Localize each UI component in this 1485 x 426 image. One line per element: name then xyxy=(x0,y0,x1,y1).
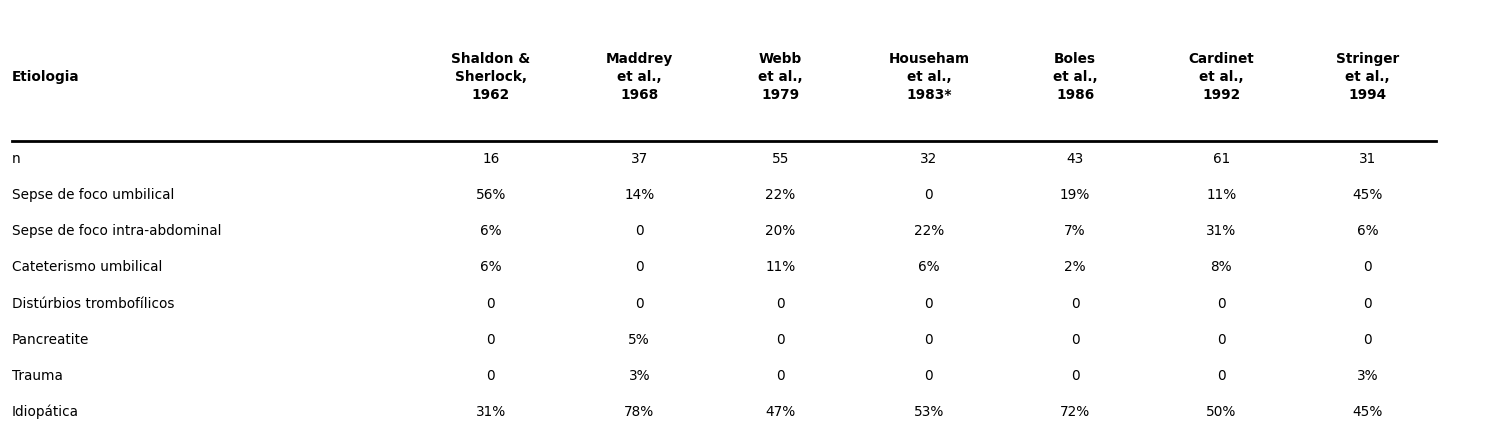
Text: 0: 0 xyxy=(777,333,784,347)
Text: 20%: 20% xyxy=(765,224,796,238)
Text: Boles
et al.,
1986: Boles et al., 1986 xyxy=(1053,52,1097,101)
Text: Househam
et al.,
1983*: Househam et al., 1983* xyxy=(888,52,970,101)
Text: 0: 0 xyxy=(636,296,643,311)
Text: 31%: 31% xyxy=(1206,224,1237,238)
Text: 47%: 47% xyxy=(765,405,796,419)
Text: Cateterismo umbilical: Cateterismo umbilical xyxy=(12,260,162,274)
Text: 6%: 6% xyxy=(480,260,502,274)
Text: 0: 0 xyxy=(487,333,495,347)
Text: Maddrey
et al.,
1968: Maddrey et al., 1968 xyxy=(606,52,673,101)
Text: 19%: 19% xyxy=(1060,188,1090,202)
Text: 14%: 14% xyxy=(624,188,655,202)
Text: 0: 0 xyxy=(925,296,933,311)
Text: 0: 0 xyxy=(1218,296,1225,311)
Text: 0: 0 xyxy=(925,369,933,383)
Text: 0: 0 xyxy=(925,188,933,202)
Text: Distúrbios trombofílicos: Distúrbios trombofílicos xyxy=(12,296,174,311)
Text: Shaldon &
Sherlock,
1962: Shaldon & Sherlock, 1962 xyxy=(451,52,530,101)
Text: 22%: 22% xyxy=(913,224,944,238)
Text: 56%: 56% xyxy=(475,188,506,202)
Text: 0: 0 xyxy=(487,369,495,383)
Text: 8%: 8% xyxy=(1210,260,1233,274)
Text: 37: 37 xyxy=(631,152,647,166)
Text: Sepse de foco umbilical: Sepse de foco umbilical xyxy=(12,188,174,202)
Text: Idiopática: Idiopática xyxy=(12,405,79,420)
Text: 55: 55 xyxy=(772,152,789,166)
Text: 32: 32 xyxy=(921,152,937,166)
Text: 6%: 6% xyxy=(480,224,502,238)
Text: Pancreatite: Pancreatite xyxy=(12,333,89,347)
Text: Etiologia: Etiologia xyxy=(12,70,80,83)
Text: 3%: 3% xyxy=(1357,369,1378,383)
Text: 0: 0 xyxy=(777,369,784,383)
Text: 72%: 72% xyxy=(1060,405,1090,419)
Text: 0: 0 xyxy=(1363,296,1372,311)
Text: n: n xyxy=(12,152,21,166)
Text: 0: 0 xyxy=(1363,260,1372,274)
Text: Trauma: Trauma xyxy=(12,369,62,383)
Text: Webb
et al.,
1979: Webb et al., 1979 xyxy=(757,52,803,101)
Text: 0: 0 xyxy=(487,296,495,311)
Text: 61: 61 xyxy=(1213,152,1230,166)
Text: 22%: 22% xyxy=(765,188,796,202)
Text: 11%: 11% xyxy=(1206,188,1237,202)
Text: 0: 0 xyxy=(925,333,933,347)
Text: 0: 0 xyxy=(1071,333,1080,347)
Text: 0: 0 xyxy=(1218,333,1225,347)
Text: 31%: 31% xyxy=(475,405,506,419)
Text: Sepse de foco intra-abdominal: Sepse de foco intra-abdominal xyxy=(12,224,221,238)
Text: 78%: 78% xyxy=(624,405,655,419)
Text: Cardinet
et al.,
1992: Cardinet et al., 1992 xyxy=(1188,52,1255,101)
Text: 5%: 5% xyxy=(628,333,650,347)
Text: 2%: 2% xyxy=(1065,260,1086,274)
Text: 0: 0 xyxy=(777,296,784,311)
Text: 0: 0 xyxy=(1071,369,1080,383)
Text: 50%: 50% xyxy=(1206,405,1237,419)
Text: 7%: 7% xyxy=(1065,224,1086,238)
Text: 6%: 6% xyxy=(918,260,940,274)
Text: 45%: 45% xyxy=(1353,405,1383,419)
Text: 6%: 6% xyxy=(1357,224,1378,238)
Text: 0: 0 xyxy=(636,260,643,274)
Text: 16: 16 xyxy=(483,152,499,166)
Text: 3%: 3% xyxy=(628,369,650,383)
Text: 0: 0 xyxy=(636,224,643,238)
Text: 0: 0 xyxy=(1218,369,1225,383)
Text: 11%: 11% xyxy=(765,260,796,274)
Text: 31: 31 xyxy=(1359,152,1377,166)
Text: Stringer
et al.,
1994: Stringer et al., 1994 xyxy=(1336,52,1399,101)
Text: 45%: 45% xyxy=(1353,188,1383,202)
Text: 0: 0 xyxy=(1363,333,1372,347)
Text: 0: 0 xyxy=(1071,296,1080,311)
Text: 53%: 53% xyxy=(913,405,944,419)
Text: 43: 43 xyxy=(1066,152,1084,166)
